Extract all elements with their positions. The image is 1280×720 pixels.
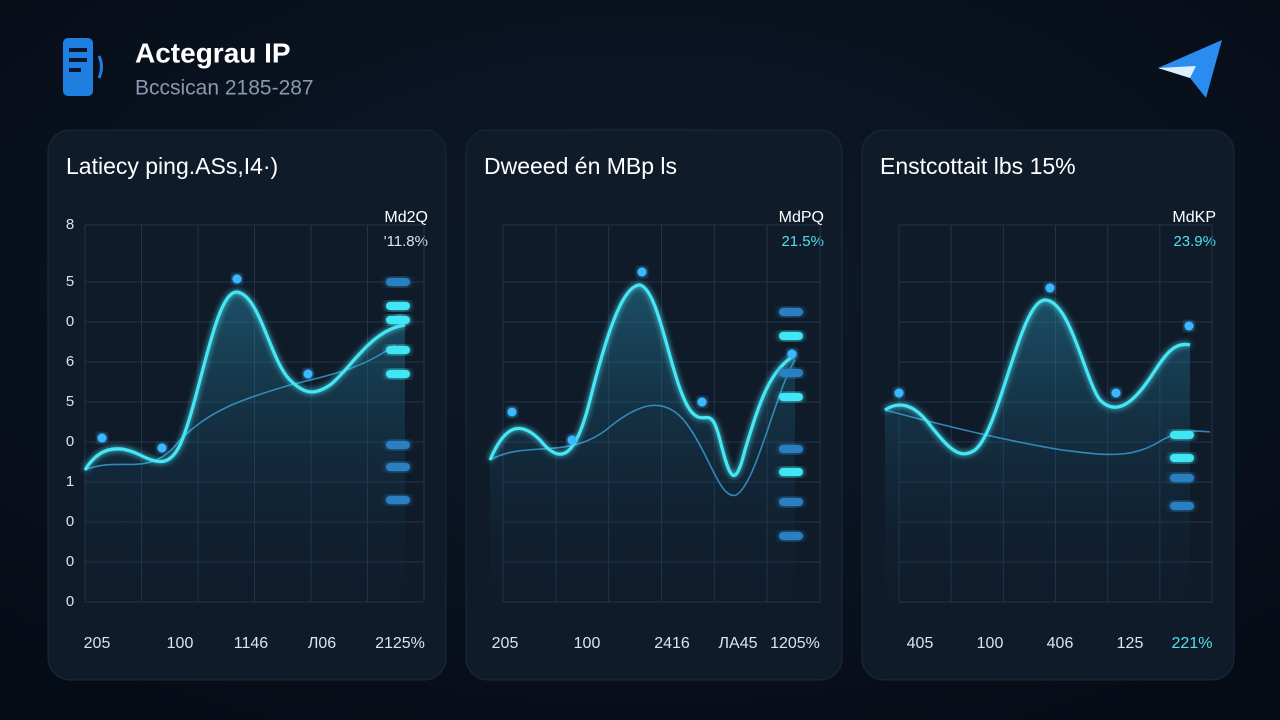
point-marker <box>507 407 517 417</box>
panels: Latiecy ping.ASs,I4·)Md2Q'11.8%850650100… <box>47 129 1235 681</box>
level-dash <box>1170 431 1194 439</box>
point-marker <box>697 397 707 407</box>
point-marker <box>567 435 577 445</box>
main-line <box>83 290 406 471</box>
area-fill <box>85 291 405 600</box>
level-dash <box>386 346 410 354</box>
y-axis-label: 1 <box>66 473 74 490</box>
x-axis-label: 100 <box>167 635 194 652</box>
panel-title: Enstcottait lbs 15% <box>880 153 1076 179</box>
x-axis-label: Л06 <box>308 635 336 652</box>
point-marker <box>97 433 107 443</box>
x-axis-label: ЛA45 <box>719 635 758 652</box>
x-axis-label: 125 <box>1117 635 1144 652</box>
y-axis-label: 8 <box>66 216 74 233</box>
level-dash <box>386 302 410 310</box>
x-axis-label: 205 <box>492 635 519 652</box>
x-axis-label: 2125% <box>375 635 425 652</box>
level-dash <box>386 496 410 504</box>
legend-value: '11.8% <box>384 233 428 250</box>
level-dash <box>386 370 410 378</box>
level-dash <box>779 308 803 316</box>
x-axis-label: 2416 <box>654 635 690 652</box>
level-dash <box>779 532 803 540</box>
y-axis-label: 6 <box>66 353 74 370</box>
y-axis-label: 0 <box>66 513 74 530</box>
point-marker <box>232 274 242 284</box>
y-axis-label: 0 <box>66 433 74 450</box>
level-dash <box>1170 502 1194 510</box>
area-fill <box>885 300 1190 600</box>
y-axis-label: 5 <box>66 393 74 410</box>
panel: Latiecy ping.ASs,I4·)Md2Q'11.8%850650100… <box>47 129 447 681</box>
legend-value: 21.5% <box>781 233 824 250</box>
point-marker <box>303 369 313 379</box>
point-marker <box>894 388 904 398</box>
y-axis-label: 0 <box>66 593 74 610</box>
y-axis-label: 5 <box>66 273 74 290</box>
point-marker <box>157 443 167 453</box>
point-marker <box>1184 321 1194 331</box>
legend-value: 23.9% <box>1173 233 1216 250</box>
x-axis-label: 1205% <box>770 635 820 652</box>
x-axis-label: 221% <box>1172 635 1213 652</box>
x-axis-label: 405 <box>907 635 934 652</box>
panel: Dweeed én MBp ls MdPQ 21.5% 205 100 2416 ЛA45 1… <box>465 129 843 681</box>
point-marker <box>637 267 647 277</box>
level-dash <box>386 463 410 471</box>
y-axis-label: 0 <box>66 553 74 570</box>
level-dash <box>779 393 803 401</box>
panel: Enstcottait lbs 15% MdKP 23.9% 405 100 406 125… <box>861 129 1235 681</box>
x-axis-label: 100 <box>574 635 601 652</box>
main-line <box>884 298 1191 456</box>
level-dash <box>779 332 803 340</box>
legend-label: MdKP <box>1172 209 1216 226</box>
level-dash <box>779 498 803 506</box>
level-dash <box>1170 454 1194 462</box>
level-dash <box>386 278 410 286</box>
main-line <box>488 283 796 477</box>
secondary-line <box>84 344 396 471</box>
y-axis-label: 0 <box>66 313 74 330</box>
x-axis-label: 100 <box>977 635 1004 652</box>
level-dash <box>779 369 803 377</box>
point-marker <box>1111 388 1121 398</box>
x-axis-label: 406 <box>1047 635 1074 652</box>
level-dash <box>1170 474 1194 482</box>
point-marker <box>787 349 797 359</box>
panel-title: Latiecy ping.ASs,I4·) <box>66 153 278 179</box>
x-axis-label: 205 <box>84 635 111 652</box>
level-dash <box>386 316 410 324</box>
level-dash <box>386 441 410 449</box>
app-icon <box>63 38 103 96</box>
send-icon[interactable] <box>1158 40 1222 98</box>
secondary-line <box>489 359 796 497</box>
point-marker <box>1045 283 1055 293</box>
legend-label: Md2Q <box>384 209 428 226</box>
x-axis-label: 1146 <box>234 635 269 652</box>
legend-label: MdPQ <box>779 209 824 226</box>
level-dash <box>779 468 803 476</box>
app-subtitle: Bccsican 2185-287 <box>135 77 314 100</box>
app-title: Actegrau IP <box>135 37 291 68</box>
panel-title: Dweeed én MBp ls <box>484 153 677 179</box>
area-fill <box>490 285 795 600</box>
level-dash <box>779 445 803 453</box>
